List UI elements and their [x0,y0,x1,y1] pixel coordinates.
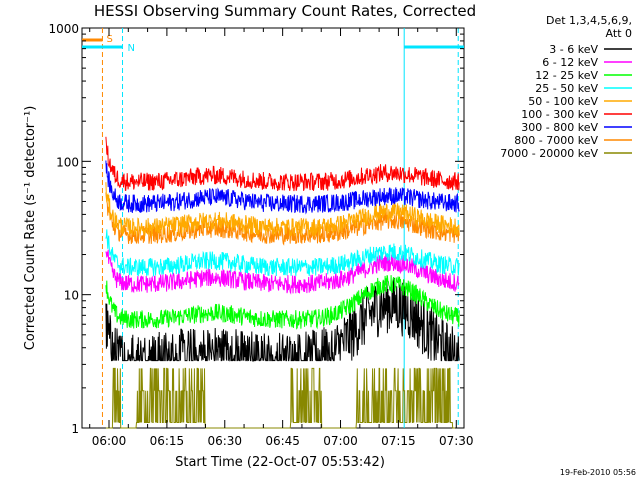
x-axis: 06:00 06:15 06:30 06:45 07:00 07:15 07:30 [89,28,474,448]
y-tick-label: 1000 [48,22,79,36]
x-tick-label: 06:00 [92,434,127,448]
series-line-3-6keV [105,275,460,363]
y-tick-label: 100 [56,155,79,169]
series-line-300-800keV [105,160,460,215]
x-axis-label: Start Time (22-Oct-07 05:53:42) [175,455,385,470]
legend-label: 800 - 7000 keV [514,134,598,147]
footer-timestamp: 19-Feb-2010 05:56 [560,468,636,477]
y-tick-label: 1 [71,422,79,436]
legend-header-line-2: Att 0 [606,27,632,40]
chart-title: HESSI Observing Summary Count Rates, Cor… [94,2,476,20]
legend-label: 7000 - 20000 keV [500,147,598,160]
legend-label: 300 - 800 keV [521,121,598,134]
series-line-25-50keV [105,229,460,277]
series-line-7000-20000keV [105,367,460,429]
series-line-800-7000keV [105,192,460,246]
legend-label: 3 - 6 keV [549,43,598,56]
series-line-6-12keV [105,249,460,295]
x-tick-label: 06:45 [265,434,300,448]
y-tick-label: 10 [64,289,79,303]
legend-label: 50 - 100 keV [528,95,598,108]
series-line-100-300keV [105,136,460,192]
legend-label: 12 - 25 keV [535,69,598,82]
x-tick-label: 07:30 [439,434,474,448]
legend-label: 25 - 50 keV [535,82,598,95]
legend-label: 6 - 12 keV [542,56,598,69]
legend-label: 100 - 300 keV [521,108,598,121]
flag-s-label: S [106,34,112,45]
series-line-12-25keV [105,275,460,330]
x-tick-label: 07:15 [381,434,416,448]
plot-area: SN [81,27,465,429]
flag-n-label: N [128,43,135,54]
series-line-50-100keV [105,182,460,238]
y-axis: 1 10 100 1000 [48,22,464,436]
legend-header-line-1: Det 1,3,4,5,6,9, [546,14,632,27]
y-axis-label: Corrected Count Rate (s⁻¹ detector⁻¹) [23,106,38,351]
x-tick-label: 06:15 [150,434,185,448]
x-tick-label: 06:30 [207,434,242,448]
x-tick-label: 07:00 [323,434,358,448]
